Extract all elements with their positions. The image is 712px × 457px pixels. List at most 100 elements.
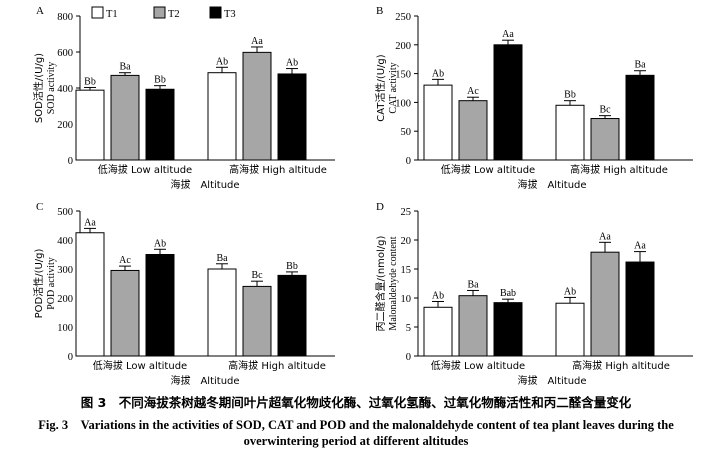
bar-t1 [423,306,453,357]
bar-t3 [493,302,523,357]
y-tick-label: 400 [57,84,73,95]
chart-panel-b: B 0 50 100 150 200 250 CAT活性/(U/g) CAT activity A… [374,5,693,191]
figure-caption-english-line1: Fig. 3 Variations in the activities of S… [38,418,674,432]
legend: T1 T2 T3 [91,6,236,20]
significance-letter: Ab [432,290,444,301]
x-category-label: 高海拔 High altitude [229,163,327,176]
significance-letter: Ac [467,86,479,97]
y-axis-title-en: SOD activity [46,62,57,115]
legend-label-t1: T1 [106,9,118,20]
panel-letter: D [376,201,384,213]
significance-letter: Ab [564,286,576,297]
y-tick-label: 10 [401,294,412,305]
bar-t3 [145,88,175,161]
bar-t3 [625,261,655,357]
significance-letter: Ba [119,62,131,73]
chart-panel-c: C 0 100 200 300 400 500 POD活性/(U/g) POD activity… [32,201,335,387]
y-axis-title-en: Malonaldehyde content [388,236,399,330]
x-axis-title: 海拔 Altitude [517,374,586,387]
y-axis-title-cn: 丙二醛含量/(nmol/g) [374,235,387,331]
significance-letter: Ab [286,58,298,69]
x-axis-title: 海拔 Altitude [170,178,239,191]
significance-letter: Ba [467,279,479,290]
panel-letter: A [36,5,44,17]
y-tick-label: 400 [57,236,73,247]
legend-label-t2: T2 [168,9,180,20]
bar-t1 [207,268,237,357]
significance-letter: Aa [502,29,514,40]
significance-letter: Bb [84,76,96,87]
bar-t3 [625,74,655,161]
panel-letter: C [36,201,43,213]
significance-letter: Ab [216,56,228,67]
bar-t2 [242,51,272,161]
bar-t1 [75,89,105,161]
y-tick-label: 600 [57,48,73,59]
y-tick-label: 100 [57,323,73,334]
significance-letter: Ab [154,238,166,249]
y-tick-label: 800 [57,12,73,23]
y-tick-label: 100 [395,98,411,109]
x-axis-title: 海拔 Altitude [517,178,586,191]
y-axis-title-en: CAT activity [388,62,399,113]
y-tick-label: 500 [57,207,73,218]
significance-letter: Bab [500,288,516,299]
bar-t2 [110,74,140,161]
bar-t3 [145,254,175,357]
y-tick-label: 200 [395,41,411,52]
significance-letter: Aa [634,241,646,252]
x-category-label: 低海拔 Low altitude [98,163,192,176]
y-tick-label: 250 [395,12,411,23]
significance-letter: Aa [251,36,263,47]
x-category-label: 低海拔 Low altitude [441,163,535,176]
bar-t1 [75,232,105,357]
y-tick-label: 50 [401,127,412,138]
y-tick-label: 0 [68,352,73,363]
bar-t2 [242,285,272,357]
significance-letter: Bb [286,261,298,272]
chart-panel-a: A 0 200 400 600 800 SOD活性/(U/g) SOD activity Bb A… [32,5,335,191]
y-tick-label: 300 [57,265,73,276]
x-axis-title: 海拔 Altitude [170,374,239,387]
y-axis-title-cn: SOD活性/(U/g) [32,53,45,123]
significance-letter: Ba [216,253,228,264]
x-category-label: 高海拔 High altitude [228,359,326,372]
bar-t1 [555,302,585,357]
figure-caption-english-line2: overwintering period at different altitu… [243,434,469,448]
legend-swatch-t2 [153,6,166,19]
significance-letter: Bb [564,90,576,101]
significance-letter: Ac [119,255,131,266]
significance-letter: Ab [432,68,444,79]
significance-letter: Bc [251,270,263,281]
y-tick-label: 20 [401,236,412,247]
bar-t2 [590,251,620,357]
y-tick-label: 0 [406,156,411,167]
y-tick-label: 200 [57,294,73,305]
y-tick-label: 15 [401,265,412,276]
bar-t2 [110,269,140,357]
bar-t3 [493,44,523,161]
y-axis-title-cn: CAT活性/(U/g) [374,54,387,121]
significance-letter: Bc [599,105,611,116]
y-tick-label: 5 [406,323,411,334]
bar-t3 [277,274,307,357]
bar-t2 [590,118,620,161]
x-category-label: 低海拔 Low altitude [93,359,187,372]
y-tick-label: 0 [68,156,73,167]
x-category-label: 高海拔 High altitude [572,359,670,372]
legend-swatch-t1 [91,6,104,19]
panel-letter: B [376,5,383,17]
significance-letter: Aa [599,231,611,242]
x-category-label: 低海拔 Low altitude [431,359,525,372]
bar-t3 [277,73,307,161]
legend-swatch-t3 [209,6,222,19]
figure-caption-chinese: 图 3 不同海拔茶树越冬期间叶片超氧化物歧化酶、过氧化氢酶、过氧化物酶活性和丙二… [80,395,632,410]
significance-letter: Aa [84,217,96,228]
legend-label-t3: T3 [224,9,236,20]
bar-t2 [458,295,488,357]
bar-t2 [458,100,488,161]
bar-t1 [207,72,237,161]
bar-t1 [555,104,585,161]
significance-letter: Ba [634,60,646,71]
